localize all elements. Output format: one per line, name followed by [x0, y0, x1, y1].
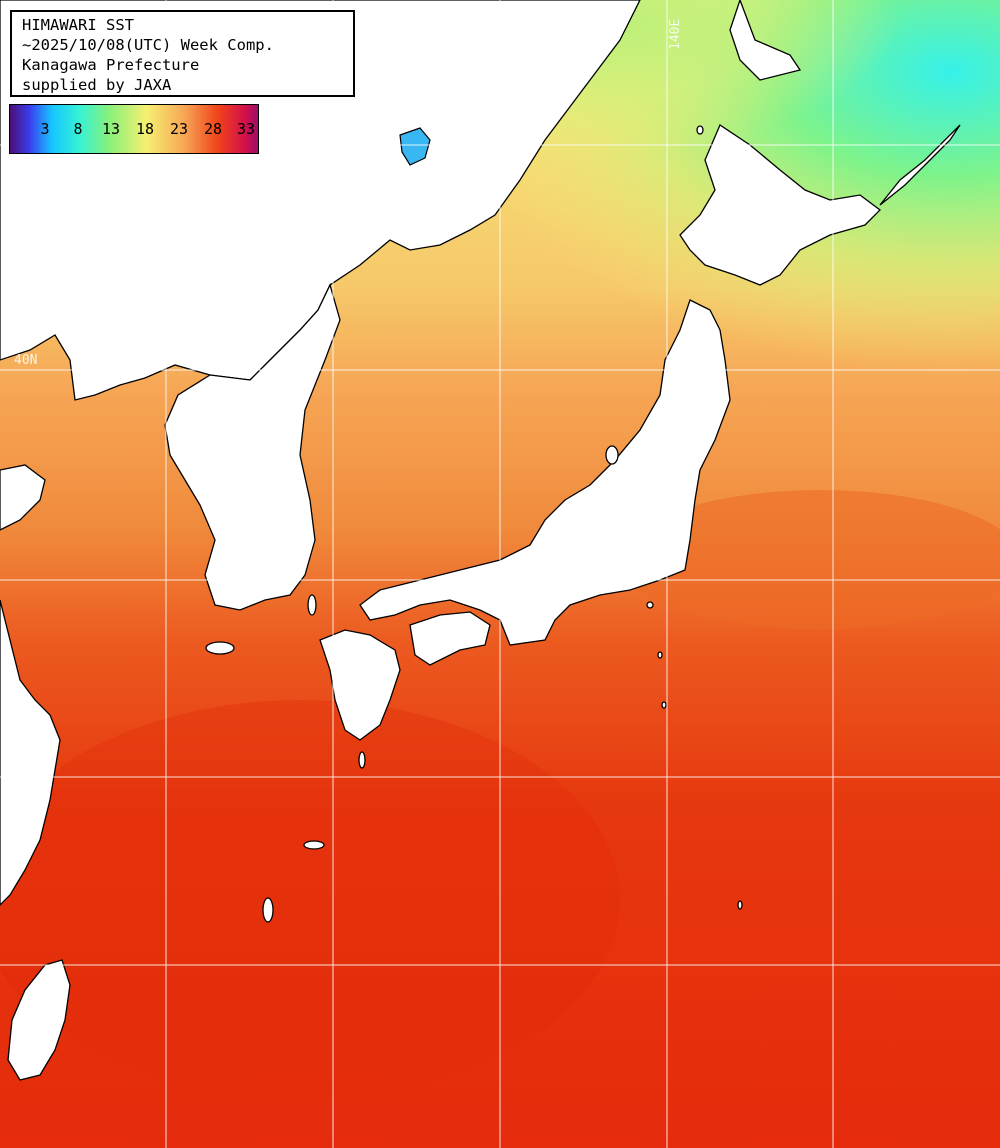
land-sado: [605, 445, 619, 465]
land-kyushu: [319, 629, 401, 741]
legend-tick-33: 33: [236, 120, 256, 138]
legend-tick-3: 3: [40, 120, 50, 138]
land-china-west: [0, 464, 46, 531]
title-credit: supplied by JAXA: [22, 76, 172, 94]
land-izu-island-2: [657, 651, 663, 659]
land-shikoku: [409, 611, 491, 666]
temperature-legend: 3 8 13 18 23 28 33: [9, 104, 259, 154]
legend-tick-13: 13: [101, 120, 121, 138]
map-title-box: HIMAWARI SST ~2025/10/08(UTC) Week Comp.…: [10, 10, 355, 97]
land-jeju: [205, 641, 235, 655]
warm-kuroshio-patch: [620, 490, 1000, 630]
legend-tick-23: 23: [169, 120, 189, 138]
land-russia-east: [729, 0, 802, 81]
latitude-label-40n: 40N: [14, 353, 38, 368]
land-izu-island-1: [646, 601, 654, 609]
longitude-label-140e: 140E: [668, 18, 683, 50]
land-taiwan: [7, 959, 71, 1081]
land-tsushima: [307, 594, 317, 616]
legend-tick-18: 18: [135, 120, 155, 138]
legend-tick-8: 8: [73, 120, 83, 138]
land-rishiri: [696, 125, 704, 135]
land-honshu: [359, 299, 731, 646]
land-china-west-lower: [0, 599, 61, 906]
land-okinawa: [262, 897, 274, 923]
warm-south-patch: [0, 700, 620, 1100]
land-izu-island-3: [661, 701, 667, 709]
land-tanegashima: [358, 751, 366, 769]
title-product: HIMAWARI SST: [22, 16, 134, 34]
cool-lake: [399, 127, 431, 166]
title-date: ~2025/10/08(UTC) Week Comp.: [22, 36, 274, 54]
land-masses: [0, 0, 961, 1081]
land-korea: [164, 283, 341, 611]
land-amami: [303, 840, 325, 850]
title-region: Kanagawa Prefecture: [22, 56, 200, 74]
latitude-label-30n: 30N: [14, 760, 38, 775]
land-ogasawara: [737, 900, 743, 910]
land-hokkaido: [679, 124, 881, 286]
legend-tick-28: 28: [203, 120, 223, 138]
